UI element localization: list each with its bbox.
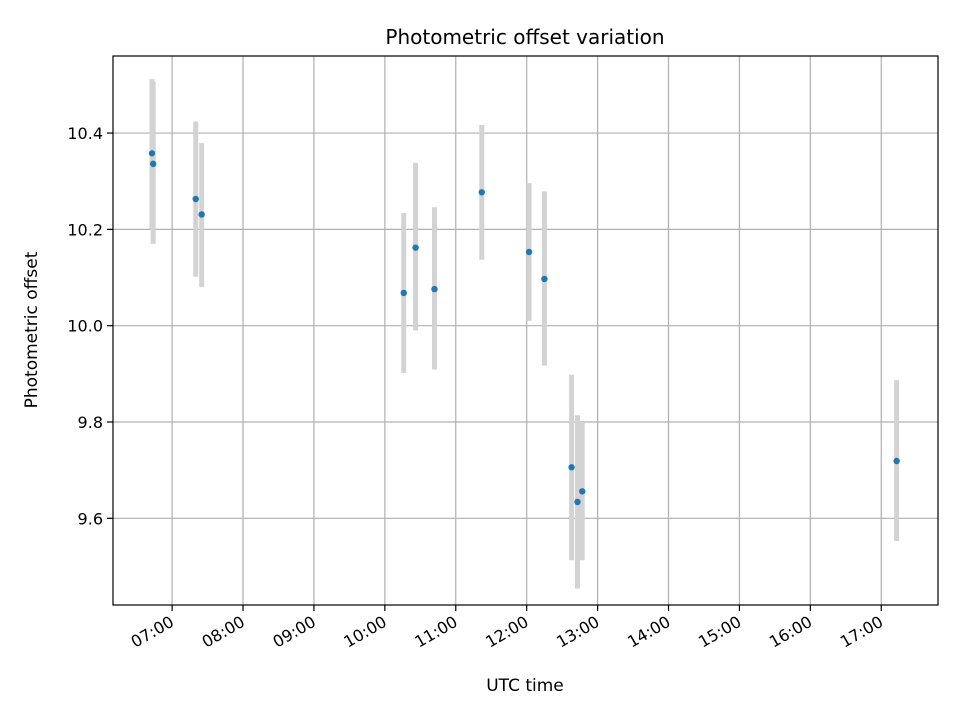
- data-point: [198, 211, 205, 218]
- plot-frame: [112, 55, 939, 606]
- y-tick-label: 10.0: [67, 317, 103, 336]
- data-point: [574, 498, 581, 506]
- data-point: [525, 248, 533, 256]
- data-points: [148, 150, 900, 506]
- data-point: [478, 189, 485, 196]
- data-point: [192, 195, 199, 203]
- y-tick-label: 9.6: [78, 509, 103, 528]
- y-tick-label: 10.4: [67, 124, 103, 143]
- data-point: [412, 244, 419, 251]
- plot-background: [113, 56, 938, 605]
- data-point: [148, 150, 156, 157]
- data-point: [400, 289, 407, 297]
- data-point: [149, 160, 157, 168]
- data-point: [568, 464, 575, 471]
- data-point: [541, 275, 548, 283]
- y-axis: 9.6 9.8 10.0 10.2 10.4: [67, 124, 113, 528]
- grid: [113, 56, 938, 605]
- y-axis-label: Photometric offset: [22, 251, 42, 408]
- data-point: [893, 457, 900, 465]
- data-point: [431, 285, 438, 293]
- plot-area: [112, 55, 939, 606]
- x-axis-label: UTC time: [486, 676, 564, 696]
- data-point: [579, 488, 586, 495]
- y-tick-label: 10.2: [67, 220, 103, 239]
- chart-title: Photometric offset variation: [385, 25, 664, 49]
- y-tick-label: 9.8: [78, 413, 103, 432]
